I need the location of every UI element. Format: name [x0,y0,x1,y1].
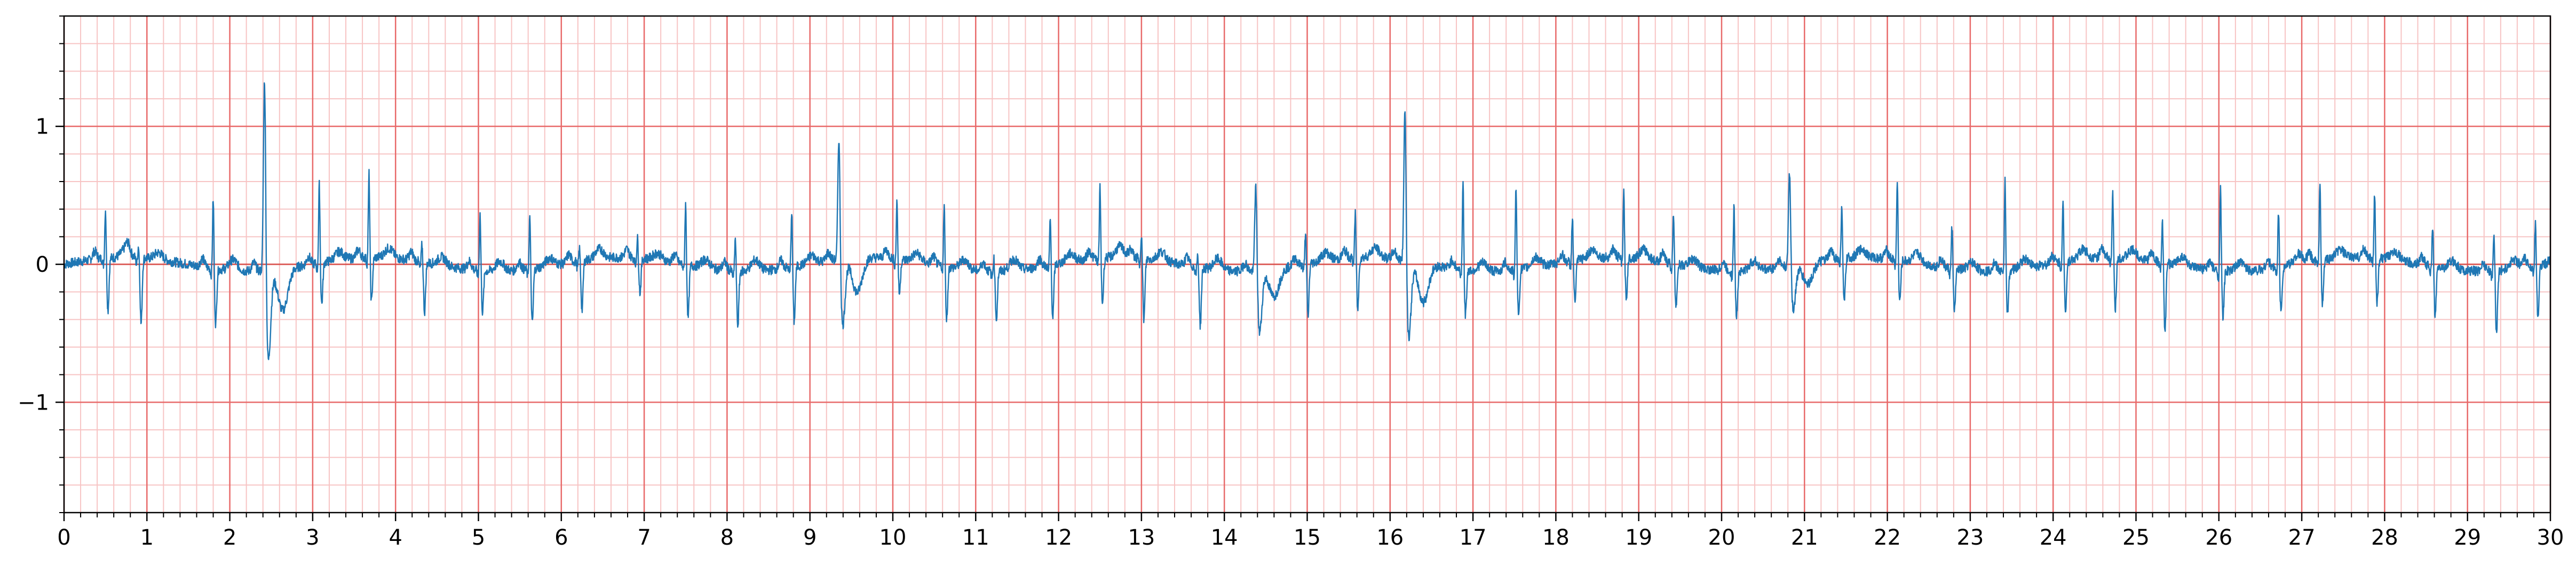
x-tick-label: 30 [2537,525,2564,550]
x-tick-label: 8 [720,525,734,550]
x-tick-label: 24 [2040,525,2067,550]
x-tick-label: 20 [1708,525,1735,550]
x-tick-label: 17 [1460,525,1487,550]
x-tick-label: 0 [57,525,70,550]
y-axis: −1 0 1 [18,15,64,513]
y-tick-label: 1 [36,115,49,139]
ecg-series [63,82,2551,360]
x-tick-label: 23 [1956,525,1984,550]
x-tick-label: 10 [879,525,907,550]
ecg-trace [63,82,2551,360]
x-tick-label: 26 [2205,525,2232,550]
x-axis: 0 1 2 3 4 5 6 7 8 9 10 11 12 13 14 15 16 17 18 19 20 21 22 23 24… [57,513,2564,550]
x-tick-label: 14 [1211,525,1238,550]
x-tick-label: 5 [472,525,485,550]
x-tick-label: 25 [2122,525,2150,550]
x-tick-label: 6 [554,525,568,550]
x-tick-label: 19 [1625,525,1652,550]
x-tick-label: 11 [962,525,989,550]
x-tick-label: 21 [1791,525,1818,550]
x-tick-label: 1 [140,525,154,550]
x-tick-label: 12 [1045,525,1072,550]
x-tick-label: 27 [2288,525,2316,550]
x-tick-label: 13 [1128,525,1155,550]
x-tick-label: 3 [306,525,319,550]
x-tick-label: 28 [2371,525,2398,550]
x-tick-label: 18 [1542,525,1570,550]
y-tick-label: 0 [36,253,49,277]
x-tick-label: 16 [1376,525,1404,550]
x-tick-label: 9 [803,525,817,550]
x-tick-label: 29 [2454,525,2481,550]
x-tick-label: 22 [1874,525,1901,550]
x-tick-label: 2 [223,525,236,550]
x-tick-label: 15 [1294,525,1321,550]
x-tick-label: 4 [389,525,402,550]
y-tick-label: −1 [18,390,49,415]
x-tick-label: 7 [637,525,651,550]
